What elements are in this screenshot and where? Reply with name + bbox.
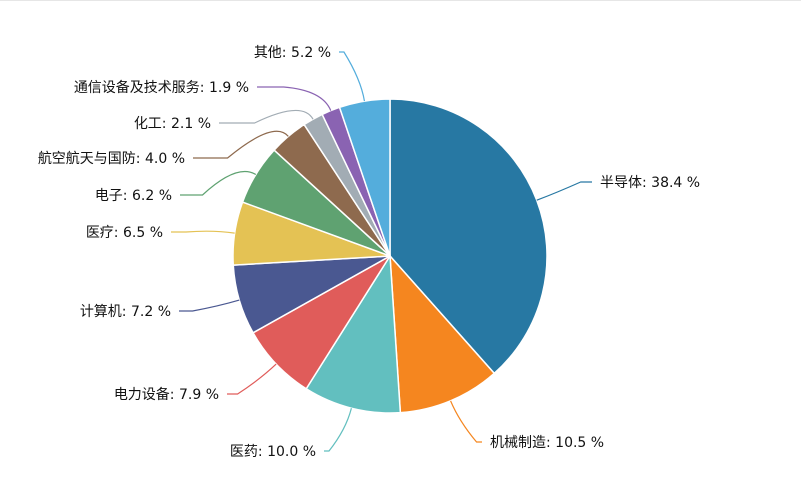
pie-slice-1 <box>389 98 548 375</box>
leader-line-9 <box>219 109 314 124</box>
leader-line-10 <box>257 86 332 111</box>
slice-label-10: 通信设备及技术服务: 1.9 % <box>74 79 249 96</box>
leader-line-11 <box>339 51 366 102</box>
slice-label-2: 机械制造: 10.5 % <box>490 435 604 451</box>
slice-label-11: 其他: 5.2 % <box>254 45 331 61</box>
slice-labels: 半导体: 38.4 % 机械制造: 10.5 % 医药: 10.0 % 电力设备: 7… <box>38 45 700 460</box>
slice-label-4: 电力设备: 7.9 % <box>114 386 219 403</box>
slice-label-9: 化工: 2.1 % <box>134 116 211 132</box>
slice-label-5: 计算机: 7.2 % <box>80 304 171 320</box>
leader-lines <box>171 51 592 452</box>
leader-line-8 <box>193 130 289 159</box>
leader-line-2 <box>450 400 482 443</box>
slice-label-1: 半导体: 38.4 % <box>600 175 700 191</box>
leader-line-1 <box>536 181 592 201</box>
leader-line-4 <box>227 363 277 395</box>
pie-slice-11 <box>338 98 391 257</box>
leader-line-3 <box>324 408 352 452</box>
slice-label-3: 医药: 10.0 % <box>230 444 316 460</box>
leader-line-7 <box>180 170 257 196</box>
leader-line-6 <box>171 230 235 234</box>
slice-label-6: 医疗: 6.5 % <box>86 225 163 241</box>
top-border <box>0 0 801 1</box>
slice-label-8: 航空航天与国防: 4.0 % <box>38 151 185 167</box>
pie-slices <box>232 98 548 414</box>
leader-line-5 <box>179 299 240 312</box>
slice-label-7: 电子: 6.2 % <box>95 188 172 204</box>
